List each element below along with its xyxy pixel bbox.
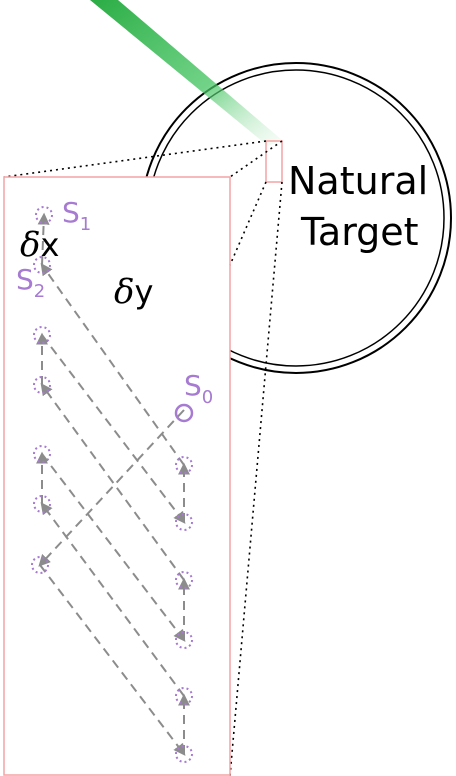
scan-point	[175, 631, 193, 649]
scan-segment	[37, 212, 50, 266]
scan-segment	[40, 502, 185, 697]
scan-point	[175, 745, 193, 763]
s0-label: S0	[184, 369, 213, 408]
s2-label: S2	[16, 263, 45, 302]
zoom-box	[3, 176, 231, 776]
delta-y-label: δy	[114, 272, 153, 312]
scan-point	[33, 495, 51, 513]
scan-point	[33, 256, 51, 274]
scan-point	[33, 326, 51, 344]
scan-point	[31, 556, 49, 574]
scan-point	[33, 445, 51, 463]
delta-x-label: δx	[20, 225, 59, 265]
scan-segment	[41, 453, 186, 642]
target-label-line2: Target	[300, 210, 419, 254]
scan-point	[175, 687, 193, 705]
scan-segment	[41, 334, 186, 524]
scan-point	[175, 571, 193, 589]
scan-segment	[40, 263, 185, 466]
zoom-source-rect	[265, 140, 283, 183]
zoom-backdrop	[4, 177, 230, 776]
scan-point	[175, 456, 193, 474]
laser-beam	[90, 0, 282, 146]
scan-segment	[40, 383, 185, 581]
scan-segment	[38, 409, 185, 567]
scan-point	[35, 206, 53, 224]
scan-points	[31, 206, 194, 763]
scan-point	[175, 513, 193, 531]
scan-start-point	[174, 403, 194, 423]
s1-label: S1	[62, 196, 91, 235]
target-label-line1: Natural	[288, 159, 428, 203]
scan-path	[36, 212, 190, 756]
scan-point	[33, 376, 51, 394]
zoom-projection-lines	[3, 140, 283, 776]
scan-segment	[39, 564, 186, 756]
